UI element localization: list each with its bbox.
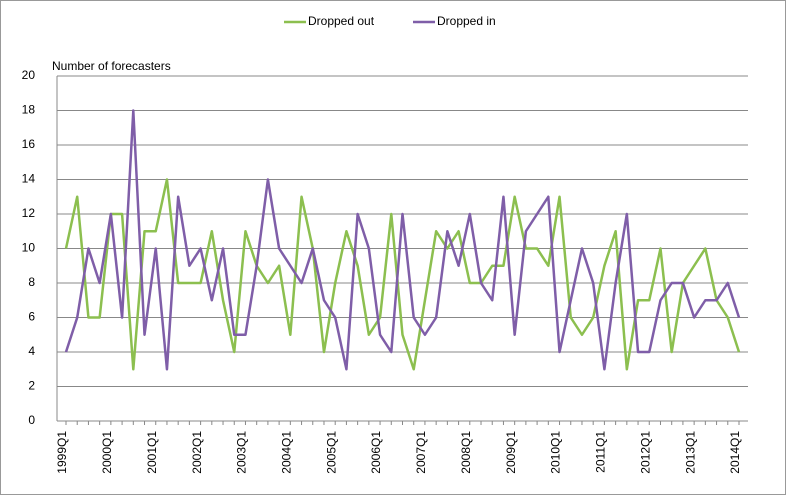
y-tick-label: 18: [22, 103, 36, 117]
x-tick-label: 2014Q1: [728, 431, 742, 474]
x-tick-label: 2013Q1: [683, 431, 697, 474]
y-axis-label: Number of forecasters: [52, 59, 171, 73]
y-tick-label: 2: [28, 379, 35, 393]
y-tick-label: 16: [22, 137, 36, 151]
series-line: [64, 178, 741, 371]
legend-label: Dropped out: [308, 14, 375, 28]
y-tick-label: 8: [28, 275, 35, 289]
x-tick-label: 2009Q1: [504, 431, 518, 474]
y-tick-label: 6: [28, 310, 35, 324]
x-tick-label: 2005Q1: [324, 431, 338, 474]
x-tick-label: 2008Q1: [459, 431, 473, 474]
x-tick-label: 1999Q1: [55, 431, 69, 474]
x-tick-label: 2004Q1: [280, 431, 294, 474]
y-tick-label: 14: [22, 172, 36, 186]
x-tick-label: 2010Q1: [549, 431, 563, 474]
y-tick-label: 4: [28, 344, 35, 358]
x-tick-label: 2000Q1: [100, 431, 114, 474]
x-tick-label: 2012Q1: [638, 431, 652, 474]
x-tick-label: 2007Q1: [414, 431, 428, 474]
y-tick-label: 10: [22, 241, 36, 255]
y-tick-label: 20: [22, 68, 36, 82]
y-tick-label: 0: [28, 413, 35, 427]
x-tick-label: 2003Q1: [235, 431, 249, 474]
y-tick-label: 12: [22, 206, 36, 220]
series-line: [64, 109, 741, 371]
x-tick-label: 2002Q1: [190, 431, 204, 474]
x-tick-label: 2011Q1: [594, 431, 608, 473]
legend-label: Dropped in: [437, 14, 496, 28]
x-tick-label: 2001Q1: [145, 431, 159, 474]
x-tick-label: 2006Q1: [369, 431, 383, 474]
